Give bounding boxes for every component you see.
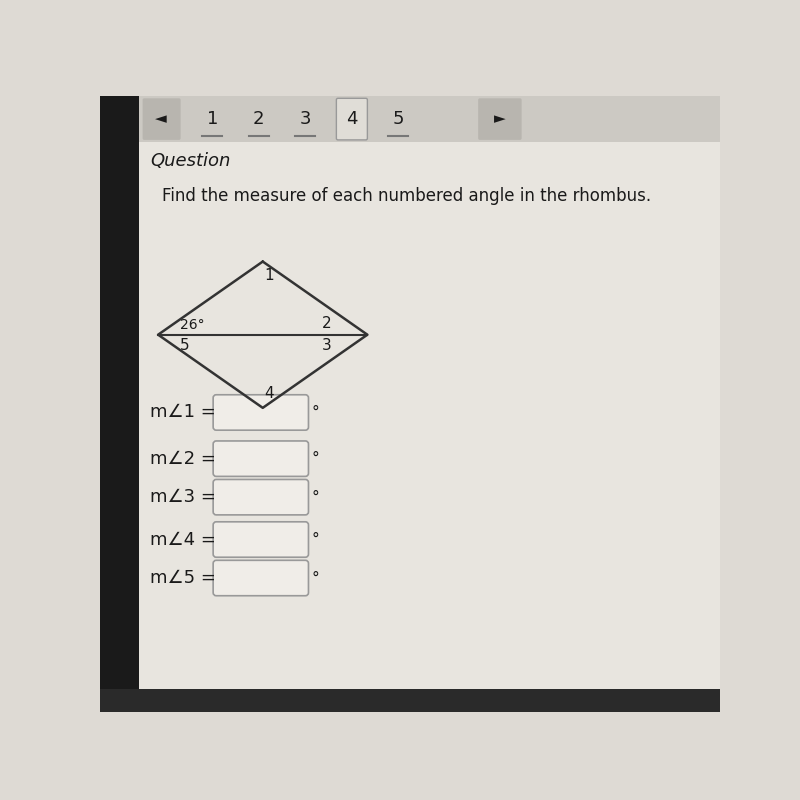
Text: °: °	[311, 490, 319, 505]
Text: 2: 2	[253, 110, 265, 128]
Text: 3: 3	[300, 110, 311, 128]
Text: m∠1 =: m∠1 =	[150, 403, 216, 422]
FancyBboxPatch shape	[478, 98, 522, 140]
FancyBboxPatch shape	[213, 522, 309, 558]
Text: Find the measure of each numbered angle in the rhombus.: Find the measure of each numbered angle …	[162, 187, 651, 205]
Text: 3: 3	[322, 338, 332, 353]
Text: m∠2 =: m∠2 =	[150, 450, 216, 468]
Text: 2: 2	[322, 317, 332, 331]
Text: 5: 5	[180, 338, 190, 353]
Text: °: °	[311, 532, 319, 547]
Text: ►: ►	[494, 111, 506, 126]
Bar	[100, 689, 720, 712]
FancyBboxPatch shape	[213, 441, 309, 476]
Text: 1: 1	[206, 110, 218, 128]
Text: °: °	[311, 570, 319, 586]
Bar	[100, 96, 138, 712]
Text: m∠5 =: m∠5 =	[150, 569, 216, 587]
FancyBboxPatch shape	[213, 560, 309, 596]
Text: 5: 5	[393, 110, 404, 128]
Text: ◄: ◄	[155, 111, 167, 126]
Text: °: °	[311, 451, 319, 466]
Text: 4: 4	[346, 110, 358, 128]
Bar	[138, 96, 720, 142]
FancyBboxPatch shape	[142, 98, 181, 140]
Text: 1: 1	[264, 268, 274, 283]
FancyBboxPatch shape	[213, 394, 309, 430]
Text: °: °	[311, 405, 319, 420]
Text: Question: Question	[150, 153, 230, 170]
Text: 4: 4	[264, 386, 274, 402]
Text: 26°: 26°	[180, 318, 205, 333]
FancyBboxPatch shape	[336, 98, 367, 140]
Text: m∠4 =: m∠4 =	[150, 530, 216, 549]
FancyBboxPatch shape	[213, 479, 309, 515]
Text: m∠3 =: m∠3 =	[150, 488, 216, 506]
